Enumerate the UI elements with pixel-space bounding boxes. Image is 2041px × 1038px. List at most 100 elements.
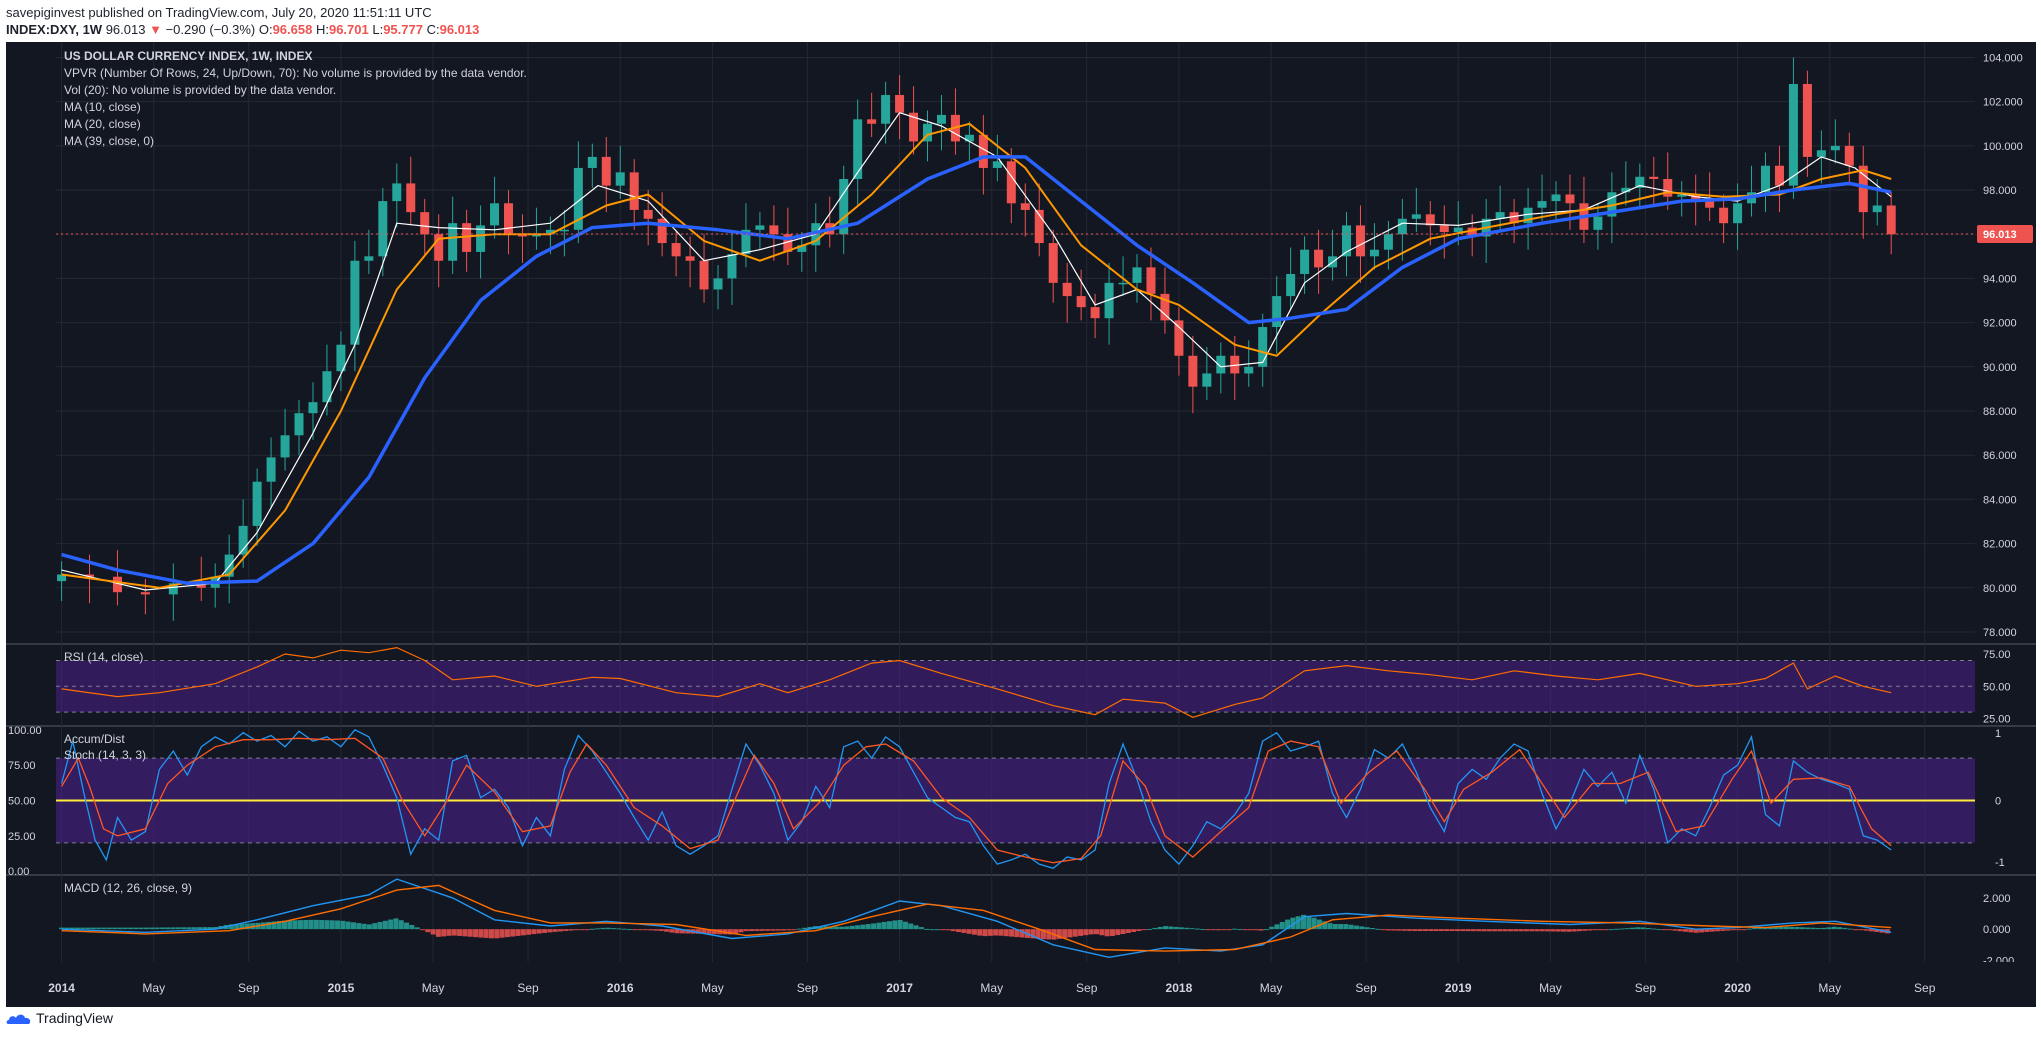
macd-histogram-bar <box>1736 929 1742 931</box>
candle-body <box>1188 355 1198 387</box>
macd-histogram-bar <box>350 922 356 930</box>
last-price-label: 96.013 <box>1983 229 2017 241</box>
candle-body <box>783 234 793 252</box>
macd-histogram-bar <box>1714 929 1720 932</box>
macd-histogram-bar <box>388 919 394 930</box>
macd-histogram-bar <box>1651 928 1657 930</box>
macd-histogram-bar <box>568 929 574 931</box>
candle-body <box>1788 83 1798 186</box>
open-value: 96.658 <box>272 22 313 37</box>
rsi-y-tick: 50.00 <box>1983 681 2011 693</box>
macd-histogram-bar <box>1014 929 1020 938</box>
macd-histogram-bar <box>616 928 622 930</box>
y-tick-label: 80.000 <box>1983 583 2017 595</box>
macd-histogram-bar <box>695 929 701 934</box>
x-tick-label: Sep <box>517 981 539 995</box>
macd-histogram-bar <box>855 925 861 930</box>
candle-body <box>85 574 95 577</box>
stoch-y-tick: 50.00 <box>8 796 36 808</box>
rsi-line <box>61 646 1892 718</box>
candle-body <box>1495 212 1505 219</box>
macd-histogram-bar <box>414 927 420 930</box>
macd-histogram-bar <box>520 929 526 936</box>
candle-body <box>420 212 430 235</box>
stoch-title: Stoch (14, 3, 3) <box>64 748 146 762</box>
candle-body <box>1663 178 1673 197</box>
macd-histogram-bar <box>1709 929 1715 932</box>
macd-histogram-bar <box>1163 926 1169 930</box>
macd-histogram-bar <box>1688 929 1694 933</box>
macd-histogram-bar <box>1444 929 1450 932</box>
chart-area[interactable]: 78.000 80.000 82.000 84.000 86.000 88.000 90.0… <box>0 42 2041 1007</box>
candle-body <box>1314 249 1324 268</box>
macd-histogram-bar <box>170 927 176 930</box>
macd-histogram-bar <box>1078 929 1084 936</box>
macd-histogram-bar <box>1868 929 1874 932</box>
macd-histogram-bar <box>1221 929 1227 931</box>
macd-histogram-bar <box>1343 924 1349 930</box>
candle-body <box>280 435 290 458</box>
macd-histogram-bar <box>950 929 956 932</box>
macd-histogram-bar <box>1401 929 1407 931</box>
macd-histogram-bar <box>1003 929 1009 937</box>
macd-histogram-bar <box>175 927 181 930</box>
macd-histogram-bar <box>228 924 234 930</box>
candle-body <box>1076 296 1086 308</box>
macd-histogram-bar <box>159 927 165 930</box>
accum-y-tick: 0 <box>1995 796 2001 808</box>
low-value: 95.777 <box>383 22 423 37</box>
macd-histogram-bar <box>154 927 160 930</box>
macd-histogram-bar <box>897 919 903 930</box>
candle-body <box>1886 205 1896 235</box>
candle-body <box>1621 187 1631 193</box>
candle-body <box>1719 207 1729 224</box>
macd-histogram-bar <box>987 929 993 936</box>
tradingview-logo[interactable]: TradingView <box>6 1010 113 1026</box>
candle-body <box>1202 373 1212 387</box>
macd-histogram-bar <box>425 929 431 933</box>
candle-body <box>1342 225 1352 257</box>
tradingview-cloud-icon <box>6 1014 31 1024</box>
macd-histogram-bar <box>881 921 887 930</box>
x-tick-label: Sep <box>238 981 260 995</box>
macd-histogram-bar <box>780 929 786 931</box>
candle-body <box>490 203 500 226</box>
candle-body <box>797 245 807 252</box>
macd-histogram-bar <box>191 927 197 930</box>
macd-y-tick: 0.000 <box>1983 924 2011 936</box>
macd-histogram-bar <box>1189 928 1195 930</box>
rsi-y-tick: 75.00 <box>1983 649 2011 661</box>
macd-histogram-bar <box>1348 924 1354 930</box>
macd-histogram-bar <box>1614 928 1620 930</box>
close-label: C: <box>426 22 440 37</box>
macd-histogram-bar <box>382 920 388 930</box>
candle-body <box>1761 165 1771 193</box>
macd-histogram-bar <box>1433 929 1439 932</box>
macd-histogram-bar <box>1507 929 1513 932</box>
symbol[interactable]: INDEX:DXY, 1W <box>6 22 103 37</box>
high-label: H: <box>315 22 329 37</box>
y-tick-label: 90.000 <box>1983 362 2017 374</box>
macd-histogram-bar <box>1125 929 1131 934</box>
candle-body <box>1537 201 1547 208</box>
macd-histogram-bar <box>1205 929 1211 931</box>
macd-histogram-bar <box>584 929 590 931</box>
candle-body <box>1607 192 1617 217</box>
y-tick-label: 88.000 <box>1983 406 2017 418</box>
macd-histogram-bar <box>1837 927 1843 930</box>
macd-title: MACD (12, 26, close, 9) <box>64 881 192 895</box>
macd-histogram-bar <box>658 929 664 931</box>
macd-histogram-bar <box>1269 926 1275 930</box>
macd-histogram-bar <box>1810 927 1816 930</box>
macd-histogram-bar <box>122 927 128 930</box>
candle-body <box>1677 194 1687 197</box>
macd-histogram-bar <box>85 927 91 930</box>
macd-histogram-bar <box>308 919 314 930</box>
close-value: 96.013 <box>439 22 480 37</box>
x-tick-label: 2017 <box>886 981 913 995</box>
macd-histogram-bar <box>1523 929 1529 932</box>
legend-line: VPVR (Number Of Rows, 24, Up/Down, 70): … <box>64 66 527 80</box>
candle-body <box>1551 194 1561 202</box>
candle-body <box>909 112 919 142</box>
x-tick-label: Sep <box>1076 981 1098 995</box>
